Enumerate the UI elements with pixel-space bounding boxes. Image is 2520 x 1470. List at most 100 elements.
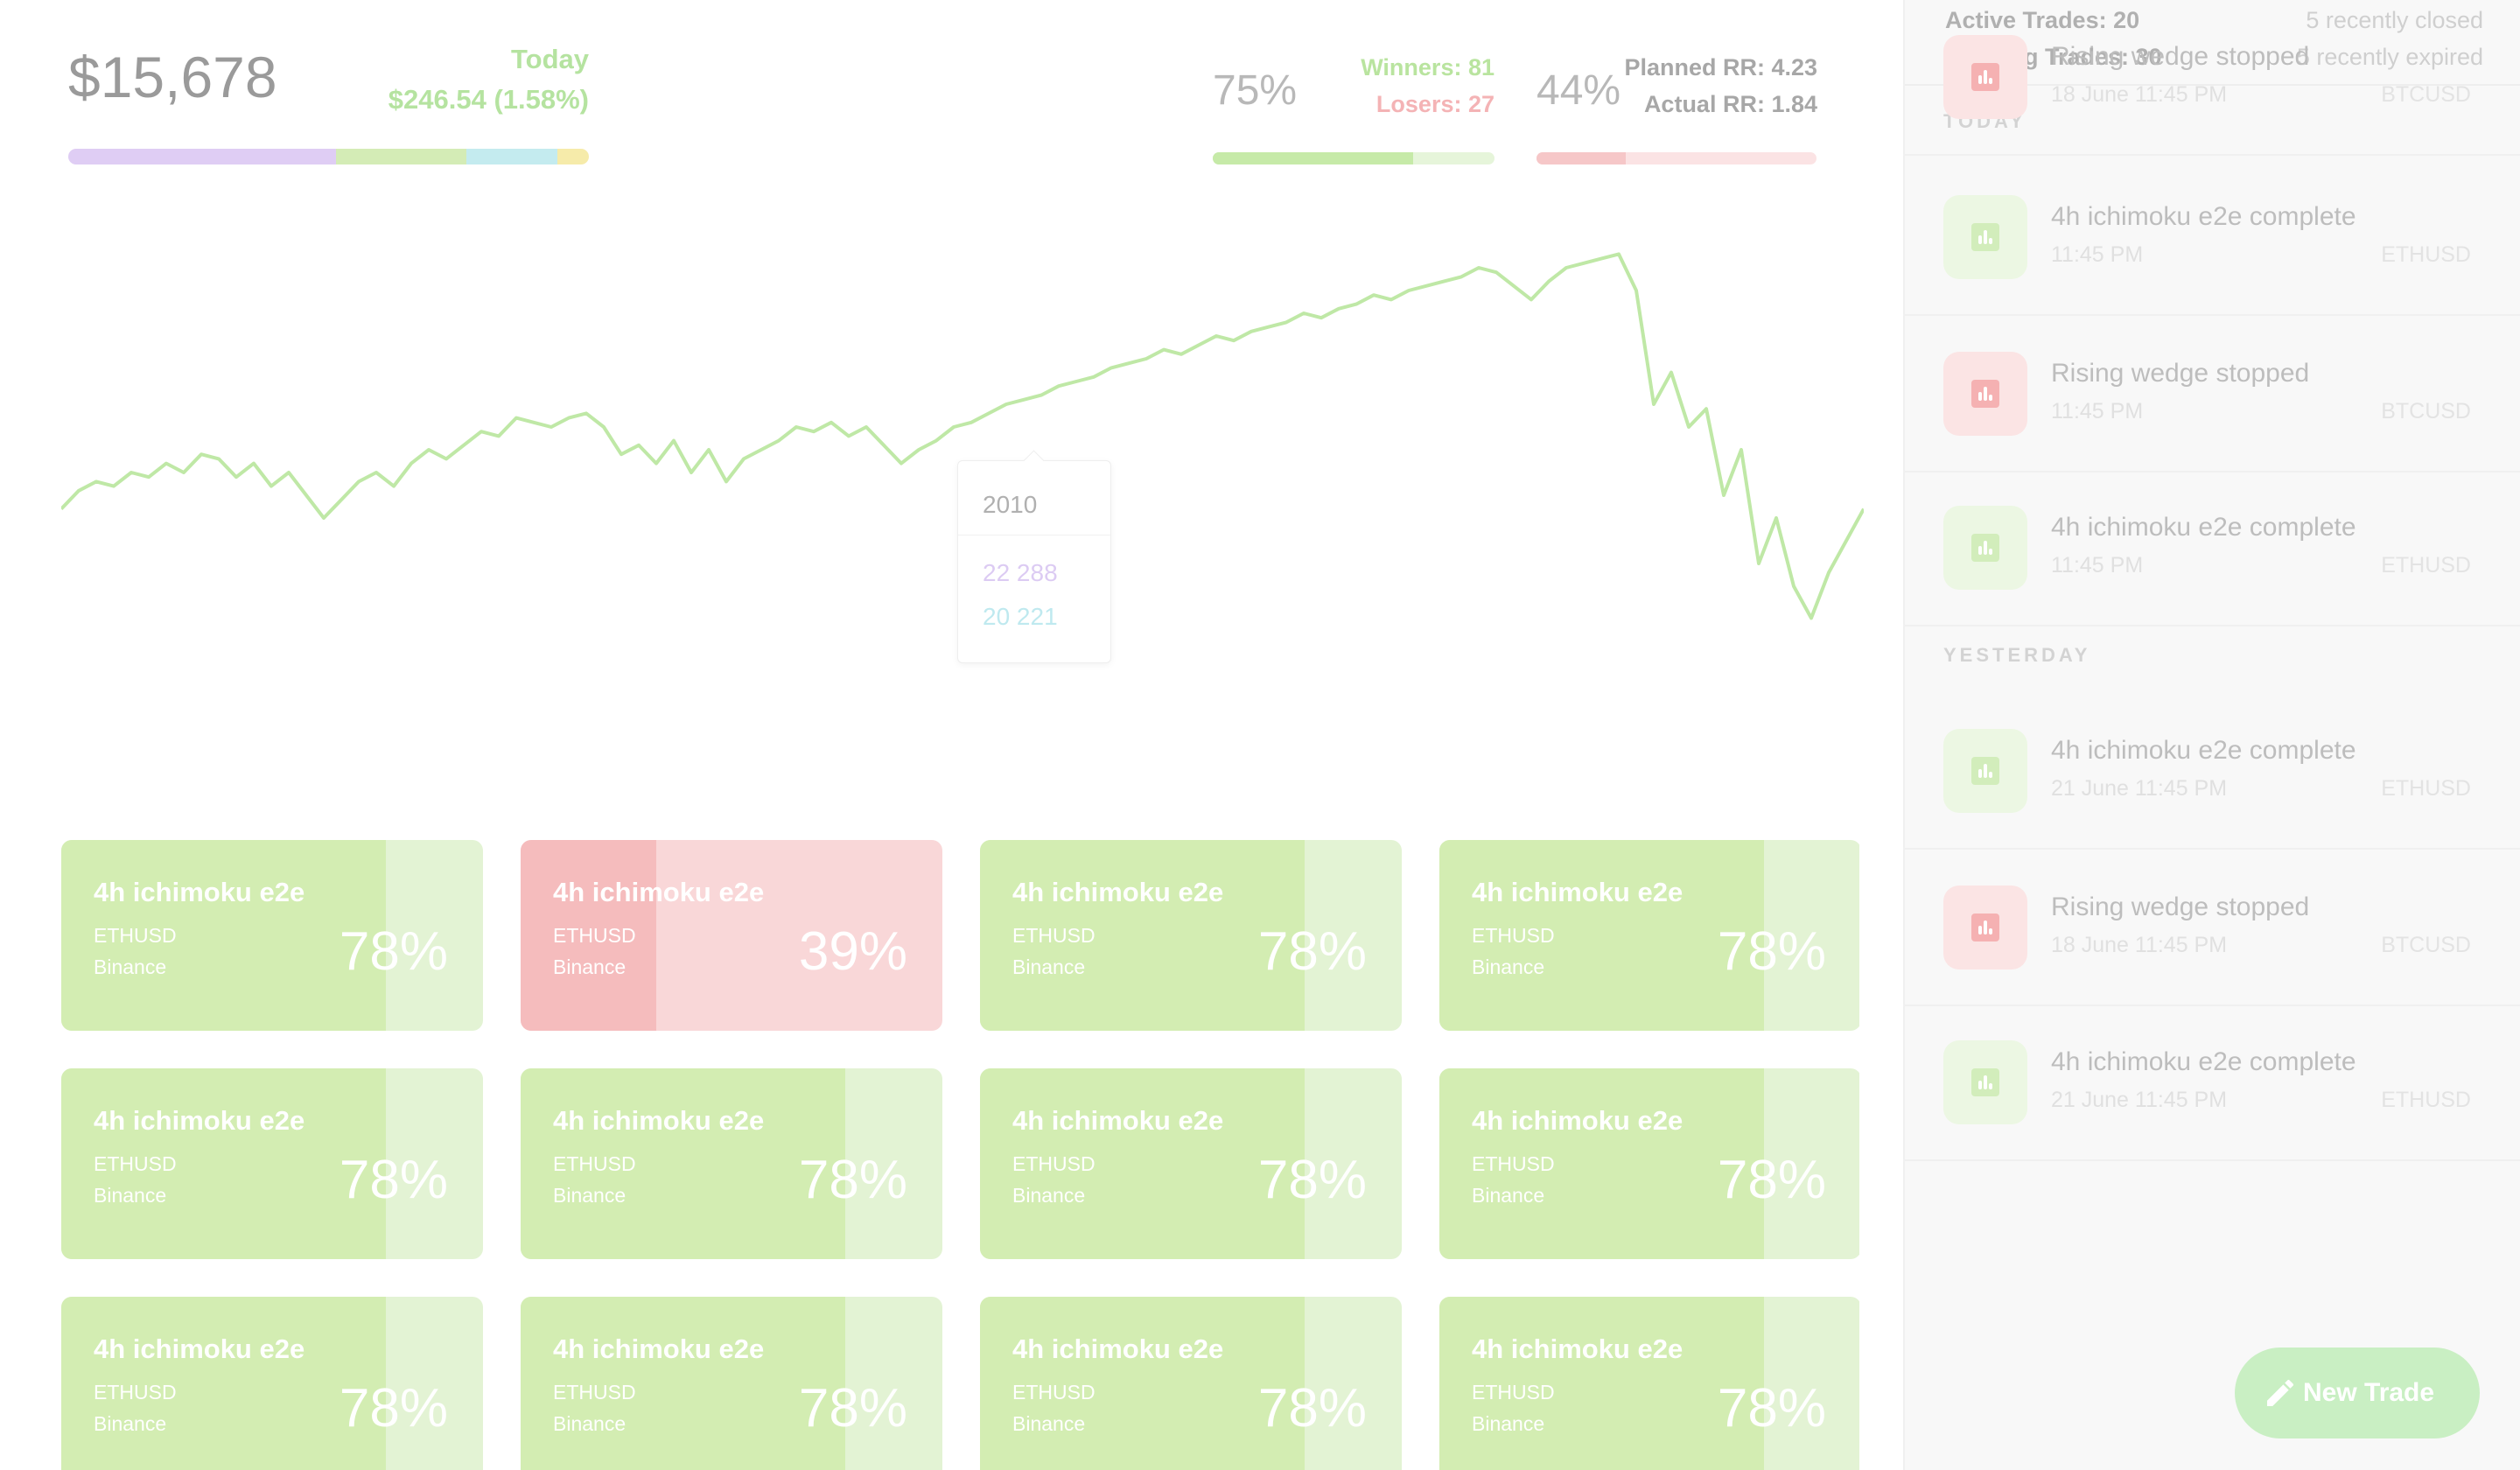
strategy-card[interactable]: 4h ichimoku e2e ETHUSD Binance 78% bbox=[61, 1297, 483, 1470]
bar-chart-icon bbox=[1971, 63, 1999, 91]
tooltip-divider bbox=[958, 535, 1110, 536]
card-progress-fill bbox=[521, 1068, 845, 1259]
bar-chart-icon bbox=[1971, 914, 1999, 942]
card-exchange: Binance bbox=[1472, 1184, 1545, 1207]
card-exchange: Binance bbox=[1472, 1412, 1545, 1435]
allocation-segment bbox=[336, 149, 467, 164]
strategy-card[interactable]: 4h ichimoku e2e ETHUSD Binance 78% bbox=[1439, 840, 1859, 1031]
rr-values: Planned RR: 4.23 Actual RR: 1.84 bbox=[1610, 49, 1817, 122]
card-progress-fill bbox=[61, 1068, 386, 1259]
allocation-bar bbox=[68, 149, 589, 164]
bar-chart-icon bbox=[1971, 223, 1999, 251]
card-strategy-name: 4h ichimoku e2e bbox=[553, 877, 765, 907]
winners-count: Winners: 81 bbox=[1361, 54, 1494, 80]
activity-item[interactable]: Rising wedge stopped 18 June 11:45 PM BTCU… bbox=[1905, 850, 2520, 1006]
losers-count: Losers: 27 bbox=[1376, 91, 1494, 117]
card-symbol: ETHUSD bbox=[94, 1381, 177, 1404]
activity-time: 21 June 11:45 PM bbox=[2051, 1088, 2228, 1112]
strategy-card[interactable]: 4h ichimoku e2e ETHUSD Binance 78% bbox=[521, 1297, 942, 1470]
activity-item[interactable]: Rising wedge stopped 11:45 PM BTCUSD bbox=[1905, 317, 2520, 472]
card-percentage: 78% bbox=[339, 1150, 448, 1210]
bar-chart-icon-bar bbox=[1984, 920, 1987, 934]
pencil-icon bbox=[2267, 1379, 2294, 1406]
bar-chart-icon-bar bbox=[1984, 764, 1987, 778]
card-percentage: 78% bbox=[339, 1378, 448, 1438]
bar-chart-icon-bar bbox=[1989, 78, 1992, 84]
active-trades[interactable]: Active Trades: 20 bbox=[1945, 7, 2140, 33]
strategy-card[interactable]: 4h ichimoku e2e ETHUSD Binance 78% bbox=[1439, 1297, 1859, 1470]
bar-chart-icon-bar bbox=[1989, 549, 1992, 555]
card-symbol: ETHUSD bbox=[94, 1152, 177, 1175]
activity-sidebar: Active Trades: 20 Pending Trades: 30 5 r… bbox=[1903, 0, 2520, 1470]
bar-chart-icon-bar bbox=[1978, 75, 1982, 84]
strategy-card[interactable]: 4h ichimoku e2e ETHUSD Binance 78% bbox=[980, 1297, 1402, 1470]
activity-symbol: ETHUSD bbox=[2381, 1088, 2471, 1112]
strategy-card[interactable]: 4h ichimoku e2e ETHUSD Binance 78% bbox=[61, 840, 483, 1031]
strategy-card[interactable]: 4h ichimoku e2e ETHUSD Binance 78% bbox=[61, 1068, 483, 1259]
card-strategy-name: 4h ichimoku e2e bbox=[1012, 877, 1224, 907]
today-change: $246.54 (1.58%) bbox=[388, 84, 589, 115]
activity-item[interactable]: 4h ichimoku e2e complete 11:45 PM ETHUSD bbox=[1905, 471, 2520, 626]
bar-chart-icon-bar bbox=[1989, 395, 1992, 401]
activity-icon-tile bbox=[1943, 729, 2027, 813]
activity-icon-tile bbox=[1943, 506, 2027, 590]
rr-percent: 44% bbox=[1536, 67, 1621, 114]
activity-title: 4h ichimoku e2e complete bbox=[2051, 1047, 2356, 1076]
activity-title: Rising wedge stopped bbox=[2051, 42, 2310, 71]
activity-item[interactable]: Rising wedge stopped 18 June 11:45 PM BTCU… bbox=[1905, 0, 2520, 156]
tooltip-value-1: 22 288 bbox=[983, 559, 1058, 586]
strategy-card[interactable]: 4h ichimoku e2e ETHUSD Binance 78% bbox=[521, 1068, 942, 1259]
activity-symbol: ETHUSD bbox=[2381, 553, 2471, 578]
card-progress-fill bbox=[521, 1297, 845, 1470]
recently-closed[interactable]: 5 recently closed bbox=[2306, 7, 2483, 33]
bar-chart-icon-bar bbox=[1978, 235, 1982, 244]
card-symbol: ETHUSD bbox=[1472, 1152, 1555, 1175]
strategy-card[interactable]: 4h ichimoku e2e ETHUSD Binance 78% bbox=[980, 1068, 1402, 1259]
bar-chart-icon bbox=[1971, 757, 1999, 785]
card-exchange: Binance bbox=[94, 1412, 167, 1435]
card-percentage: 78% bbox=[339, 921, 448, 982]
card-strategy-name: 4h ichimoku e2e bbox=[1472, 877, 1684, 907]
activity-symbol: ETHUSD bbox=[2381, 242, 2471, 267]
winners-meter bbox=[1213, 152, 1494, 164]
card-exchange: Binance bbox=[1012, 956, 1086, 978]
activity-item[interactable]: 4h ichimoku e2e complete 21 June 11:45 PM… bbox=[1905, 694, 2520, 850]
allocation-segment bbox=[68, 149, 337, 164]
bar-chart-icon-bar bbox=[1978, 926, 1982, 934]
strategy-card[interactable]: 4h ichimoku e2e ETHUSD Binance 39% bbox=[521, 840, 942, 1031]
bar-chart-icon-bar bbox=[1989, 928, 1992, 934]
card-percentage: 78% bbox=[798, 1378, 907, 1438]
equity-chart[interactable] bbox=[61, 192, 1864, 735]
recently-expired[interactable]: 5 recently expired bbox=[2296, 44, 2483, 70]
card-strategy-name: 4h ichimoku e2e bbox=[1012, 1334, 1224, 1364]
card-strategy-name: 4h ichimoku e2e bbox=[94, 1105, 305, 1136]
card-progress-fill bbox=[980, 1068, 1305, 1259]
activity-title: 4h ichimoku e2e complete bbox=[2051, 513, 2356, 542]
activity-item[interactable]: 4h ichimoku e2e complete 21 June 11:45 PM… bbox=[1905, 1005, 2520, 1161]
card-progress-fill bbox=[1439, 840, 1764, 1031]
new-trade-button[interactable]: New Trade bbox=[2235, 1348, 2480, 1438]
card-progress-fill bbox=[61, 1297, 386, 1470]
new-trade-label: New Trade bbox=[2303, 1378, 2435, 1407]
card-symbol: ETHUSD bbox=[1012, 1381, 1096, 1404]
card-progress-fill bbox=[1439, 1297, 1764, 1470]
card-exchange: Binance bbox=[553, 1184, 626, 1207]
meter-fill bbox=[1536, 152, 1627, 164]
card-strategy-name: 4h ichimoku e2e bbox=[1472, 1105, 1684, 1136]
card-exchange: Binance bbox=[553, 1412, 626, 1435]
card-strategy-name: 4h ichimoku e2e bbox=[1012, 1105, 1224, 1136]
card-symbol: ETHUSD bbox=[1012, 924, 1096, 947]
bar-chart-icon-bar bbox=[1978, 546, 1982, 555]
bar-chart-icon-bar bbox=[1989, 1083, 1992, 1089]
activity-item[interactable]: 4h ichimoku e2e complete 11:45 PM ETHUSD bbox=[1905, 160, 2520, 316]
activity-symbol: ETHUSD bbox=[2381, 776, 2471, 801]
strategy-card[interactable]: 4h ichimoku e2e ETHUSD Binance 78% bbox=[980, 840, 1402, 1031]
card-symbol: ETHUSD bbox=[1012, 1152, 1096, 1175]
strategy-card[interactable]: 4h ichimoku e2e ETHUSD Binance 78% bbox=[1439, 1068, 1859, 1259]
activity-symbol: BTCUSD bbox=[2381, 82, 2471, 107]
activity-time: 11:45 PM bbox=[2051, 553, 2144, 578]
card-percentage: 78% bbox=[1257, 1378, 1367, 1438]
bar-chart-icon-bar bbox=[1989, 772, 1992, 778]
card-symbol: ETHUSD bbox=[553, 1381, 636, 1404]
tooltip-value-2: 20 221 bbox=[983, 603, 1058, 630]
